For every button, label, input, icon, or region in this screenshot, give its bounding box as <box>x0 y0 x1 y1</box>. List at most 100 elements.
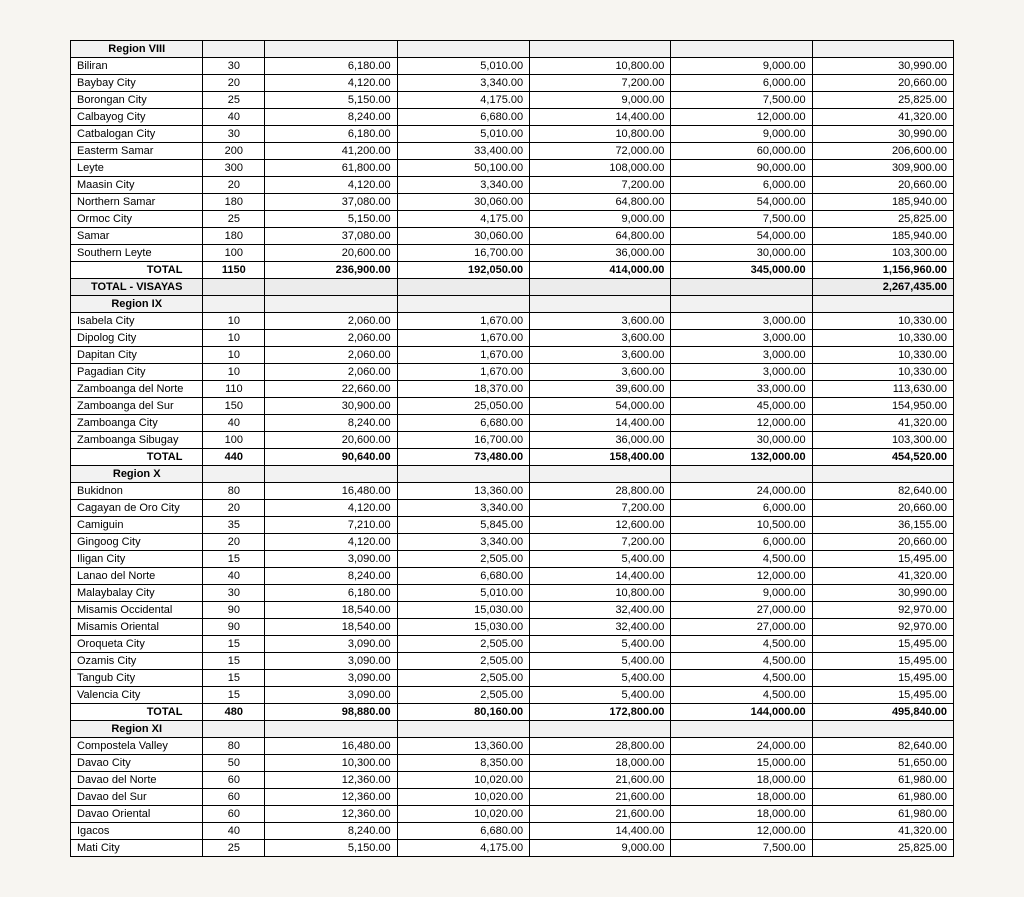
amount: 28,800.00 <box>530 483 671 500</box>
table-row: Compostela Valley8016,480.0013,360.0028,… <box>71 738 954 755</box>
allocation-table: Region VIIIBiliran306,180.005,010.0010,8… <box>70 40 954 857</box>
amount: 10,330.00 <box>812 364 953 381</box>
amount: 30,990.00 <box>812 58 953 75</box>
amount: 12,000.00 <box>671 109 812 126</box>
amount: 60,000.00 <box>671 143 812 160</box>
amount: 3,340.00 <box>397 500 529 517</box>
count: 80 <box>203 738 265 755</box>
amount: 3,000.00 <box>671 364 812 381</box>
location-name: Davao del Sur <box>71 789 203 806</box>
empty-cell <box>265 41 397 58</box>
region-header-row: Region IX <box>71 296 954 313</box>
location-name: Leyte <box>71 160 203 177</box>
total-amount: 80,160.00 <box>397 704 529 721</box>
location-name: Cagayan de Oro City <box>71 500 203 517</box>
location-name: Easterm Samar <box>71 143 203 160</box>
location-name: Gingoog City <box>71 534 203 551</box>
total-count: 1150 <box>203 262 265 279</box>
amount: 3,090.00 <box>265 653 397 670</box>
amount: 61,980.00 <box>812 789 953 806</box>
table-row: Zamboanga del Norte11022,660.0018,370.00… <box>71 381 954 398</box>
empty-cell <box>671 41 812 58</box>
amount: 5,010.00 <box>397 126 529 143</box>
amount: 3,000.00 <box>671 330 812 347</box>
total-label: TOTAL <box>71 262 203 279</box>
location-name: Isabela City <box>71 313 203 330</box>
table-row: Maasin City204,120.003,340.007,200.006,0… <box>71 177 954 194</box>
location-name: Baybay City <box>71 75 203 92</box>
location-name: Zamboanga City <box>71 415 203 432</box>
amount: 18,370.00 <box>397 381 529 398</box>
amount: 64,800.00 <box>530 228 671 245</box>
location-name: Malaybalay City <box>71 585 203 602</box>
amount: 18,000.00 <box>671 789 812 806</box>
amount: 15,495.00 <box>812 551 953 568</box>
amount: 309,900.00 <box>812 160 953 177</box>
amount: 21,600.00 <box>530 806 671 823</box>
location-name: Bukidnon <box>71 483 203 500</box>
location-name: Biliran <box>71 58 203 75</box>
amount: 72,000.00 <box>530 143 671 160</box>
total-row: TOTAL1150236,900.00192,050.00414,000.003… <box>71 262 954 279</box>
amount: 10,330.00 <box>812 347 953 364</box>
count: 25 <box>203 92 265 109</box>
amount: 5,010.00 <box>397 585 529 602</box>
region-header-row: Region X <box>71 466 954 483</box>
count: 10 <box>203 347 265 364</box>
amount: 6,000.00 <box>671 534 812 551</box>
amount: 10,330.00 <box>812 313 953 330</box>
amount: 64,800.00 <box>530 194 671 211</box>
total-count: 440 <box>203 449 265 466</box>
amount: 14,400.00 <box>530 415 671 432</box>
amount: 12,600.00 <box>530 517 671 534</box>
table-row: Catbalogan City306,180.005,010.0010,800.… <box>71 126 954 143</box>
amount: 39,600.00 <box>530 381 671 398</box>
amount: 4,120.00 <box>265 75 397 92</box>
amount: 37,080.00 <box>265 228 397 245</box>
amount: 33,400.00 <box>397 143 529 160</box>
amount: 41,320.00 <box>812 568 953 585</box>
amount: 6,680.00 <box>397 823 529 840</box>
amount: 5,150.00 <box>265 840 397 857</box>
amount: 6,000.00 <box>671 500 812 517</box>
count: 300 <box>203 160 265 177</box>
total-amount: 90,640.00 <box>265 449 397 466</box>
amount: 54,000.00 <box>530 398 671 415</box>
amount: 36,000.00 <box>530 245 671 262</box>
total-amount: 132,000.00 <box>671 449 812 466</box>
amount: 4,500.00 <box>671 551 812 568</box>
count: 25 <box>203 840 265 857</box>
location-name: Oroqueta City <box>71 636 203 653</box>
amount: 15,495.00 <box>812 653 953 670</box>
table-row: Zamboanga City408,240.006,680.0014,400.0… <box>71 415 954 432</box>
count: 200 <box>203 143 265 160</box>
count: 150 <box>203 398 265 415</box>
amount: 27,000.00 <box>671 602 812 619</box>
amount: 7,200.00 <box>530 534 671 551</box>
amount: 3,600.00 <box>530 330 671 347</box>
table-row: Mati City255,150.004,175.009,000.007,500… <box>71 840 954 857</box>
count: 35 <box>203 517 265 534</box>
empty-cell <box>671 279 812 296</box>
total-amount: 73,480.00 <box>397 449 529 466</box>
table-row: Zamboanga Sibugay10020,600.0016,700.0036… <box>71 432 954 449</box>
table-row: Malaybalay City306,180.005,010.0010,800.… <box>71 585 954 602</box>
empty-cell <box>530 296 671 313</box>
empty-cell <box>397 279 529 296</box>
amount: 20,600.00 <box>265 245 397 262</box>
table-row: Borongan City255,150.004,175.009,000.007… <box>71 92 954 109</box>
amount: 18,000.00 <box>671 806 812 823</box>
location-name: Tangub City <box>71 670 203 687</box>
amount: 4,500.00 <box>671 687 812 704</box>
location-name: Borongan City <box>71 92 203 109</box>
amount: 25,050.00 <box>397 398 529 415</box>
total-amount: 454,520.00 <box>812 449 953 466</box>
empty-cell <box>265 466 397 483</box>
amount: 4,175.00 <box>397 92 529 109</box>
table-row: Valencia City153,090.002,505.005,400.004… <box>71 687 954 704</box>
amount: 14,400.00 <box>530 109 671 126</box>
amount: 82,640.00 <box>812 738 953 755</box>
amount: 10,800.00 <box>530 58 671 75</box>
amount: 7,500.00 <box>671 92 812 109</box>
empty-cell <box>812 721 953 738</box>
